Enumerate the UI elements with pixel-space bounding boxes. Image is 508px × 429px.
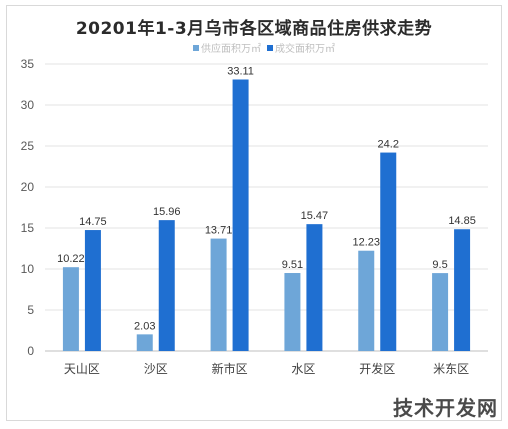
data-label: 14.75 [79,216,107,228]
data-label: 13.71 [205,225,233,237]
data-label: 15.96 [153,206,181,218]
x-tick-label: 水区 [291,362,315,376]
data-label: 12.23 [352,237,380,249]
data-label: 2.03 [134,320,155,332]
legend: 供应面积万㎡ 成交面积万㎡ [193,40,335,55]
y-tick-label: 25 [21,139,35,153]
y-tick-label: 20 [21,180,35,194]
data-label: 15.47 [301,210,329,222]
bar-deal [380,152,397,351]
chart-title: 20201年1-3月乌市各区域商品住房供求走势 [75,19,433,39]
bar-deal [454,229,471,351]
legend-label-deal: 成交面积万㎡ [275,44,335,55]
y-tick-label: 15 [21,221,35,235]
y-tick-label: 30 [21,98,35,112]
y-tick-label: 0 [27,344,34,358]
legend-swatch-deal [267,44,273,51]
y-tick-label: 35 [21,57,35,71]
bar-supply [62,267,79,351]
data-label: 10.22 [57,253,85,265]
legend-item-deal: 成交面积万㎡ [267,40,335,55]
x-tick-label: 新市区 [212,361,248,376]
x-tick-label: 开发区 [359,361,395,376]
x-tick-label: 天山区 [64,362,100,376]
x-tick-label: 沙区 [144,362,168,376]
data-label: 14.85 [448,215,476,227]
bar-deal [84,230,101,351]
bar-supply [284,273,301,351]
bar-deal [158,220,175,351]
bar-deal [306,224,323,351]
bar-supply [432,273,449,351]
legend-swatch-supply [193,44,199,51]
chart-frame [6,5,502,421]
bar-deal [232,79,249,352]
data-label: 9.51 [282,259,303,271]
y-tick-label: 5 [27,303,34,317]
bar-supply [136,334,153,351]
legend-label-supply: 供应面积万㎡ [201,44,261,55]
y-tick-label: 10 [21,262,35,276]
data-label: 33.11 [227,65,254,77]
bar-supply [358,250,375,351]
legend-item-supply: 供应面积万㎡ [193,40,261,55]
data-label: 24.2 [378,139,399,151]
data-label: 9.5 [432,259,447,271]
bar-supply [210,238,227,351]
watermark: 技术开发网 [393,396,498,420]
x-tick-label: 米东区 [433,362,469,376]
